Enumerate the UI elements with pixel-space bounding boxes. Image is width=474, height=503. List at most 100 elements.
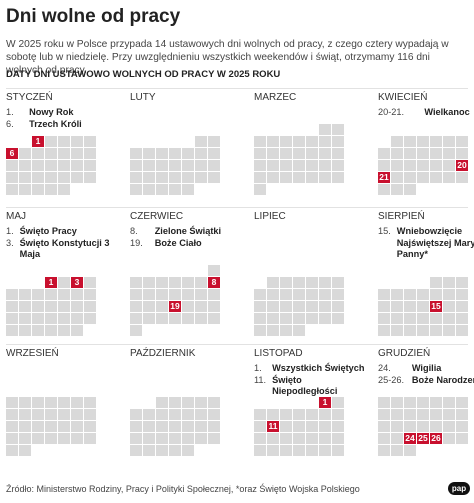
day-cell	[391, 301, 403, 312]
day-cell	[19, 172, 31, 183]
day-cell	[254, 421, 266, 432]
month-name: STYCZEŃ	[6, 92, 53, 103]
day-cell	[391, 184, 403, 195]
holiday-name: Święto Niepodległości	[272, 374, 338, 397]
day-cell	[208, 421, 220, 432]
day-cell	[443, 136, 455, 147]
holiday-name: Święto Konstytucji 3 Maja	[19, 237, 110, 260]
month-name: MAJ	[6, 211, 26, 222]
day-cell	[58, 397, 70, 408]
holiday: 3. Święto Konstytucji 3 Maja	[6, 238, 118, 261]
day-cell	[182, 148, 194, 159]
day-cell	[404, 313, 416, 324]
day-cell	[156, 148, 168, 159]
day-cell	[71, 160, 83, 171]
day-cell	[45, 325, 57, 336]
holiday-day: 25	[417, 433, 429, 444]
day-cell	[443, 313, 455, 324]
day-cell	[143, 301, 155, 312]
day-cell	[417, 421, 429, 432]
day-cell	[293, 325, 305, 336]
day-cell	[332, 172, 344, 183]
day-cell	[280, 289, 292, 300]
day-cell	[32, 409, 44, 420]
day-cell	[156, 421, 168, 432]
day-cell	[182, 313, 194, 324]
day-cell	[130, 409, 142, 420]
day-cell	[280, 277, 292, 288]
day-cell	[71, 289, 83, 300]
day-cell	[293, 172, 305, 183]
day-cell	[156, 301, 168, 312]
day-cell	[391, 325, 403, 336]
day-cell	[404, 301, 416, 312]
holiday: 11. Święto Niepodległości	[254, 375, 366, 398]
month-name: LUTY	[130, 92, 156, 103]
day-cell	[280, 313, 292, 324]
day-cell	[319, 313, 331, 324]
day-cell	[45, 313, 57, 324]
day-cell	[306, 277, 318, 288]
holiday-name: Wszystkich Świętych	[272, 363, 365, 373]
day-cell	[208, 289, 220, 300]
day-cell	[319, 445, 331, 456]
day-cell	[443, 148, 455, 159]
day-cell	[169, 397, 181, 408]
holiday-day: 1	[32, 136, 44, 147]
day-cell	[378, 397, 390, 408]
holiday-date: 11.	[254, 374, 267, 385]
day-cell	[45, 289, 57, 300]
day-cell	[169, 148, 181, 159]
holiday-list: 1. Święto Pracy 3. Święto Konstytucji 3 Maj…	[6, 226, 118, 261]
day-cell	[130, 289, 142, 300]
day-cell	[378, 445, 390, 456]
day-cell	[443, 301, 455, 312]
day-cell	[306, 160, 318, 171]
day-cell	[267, 409, 279, 420]
day-cell	[254, 289, 266, 300]
day-cell	[378, 325, 390, 336]
day-cell	[169, 289, 181, 300]
day-cell	[143, 409, 155, 420]
day-cell	[6, 172, 18, 183]
day-cell	[404, 172, 416, 183]
day-cell	[84, 313, 96, 324]
day-cell	[182, 277, 194, 288]
day-cell	[456, 397, 468, 408]
day-cell	[169, 409, 181, 420]
logo: pap	[448, 482, 470, 495]
day-cell	[391, 136, 403, 147]
holiday-list: 24. Wigilia 25-26. Boże Narodzenie	[378, 363, 474, 386]
day-cell	[456, 301, 468, 312]
day-cell	[84, 172, 96, 183]
holiday-date: 8.	[130, 226, 138, 236]
day-cell	[84, 433, 96, 444]
day-cell	[319, 409, 331, 420]
holiday-date: 19.	[130, 237, 143, 248]
day-cell	[32, 313, 44, 324]
day-cell	[306, 172, 318, 183]
day-cell	[169, 172, 181, 183]
day-cell	[417, 397, 429, 408]
holiday-day: 20	[456, 160, 468, 171]
day-cell	[254, 409, 266, 420]
day-cell	[143, 445, 155, 456]
day-cell	[45, 433, 57, 444]
day-cell	[417, 136, 429, 147]
day-cell	[6, 184, 18, 195]
day-cell	[182, 184, 194, 195]
day-cell	[32, 397, 44, 408]
day-cell	[267, 136, 279, 147]
day-cell	[378, 184, 390, 195]
day-cell	[130, 445, 142, 456]
day-cell	[332, 421, 344, 432]
day-cell	[280, 445, 292, 456]
day-cell	[430, 277, 442, 288]
holiday-day: 26	[430, 433, 442, 444]
day-cell	[378, 421, 390, 432]
day-cell	[143, 148, 155, 159]
day-cell	[443, 325, 455, 336]
day-cell	[130, 184, 142, 195]
holiday: 19. Boże Ciało	[130, 238, 242, 250]
day-cell	[45, 397, 57, 408]
